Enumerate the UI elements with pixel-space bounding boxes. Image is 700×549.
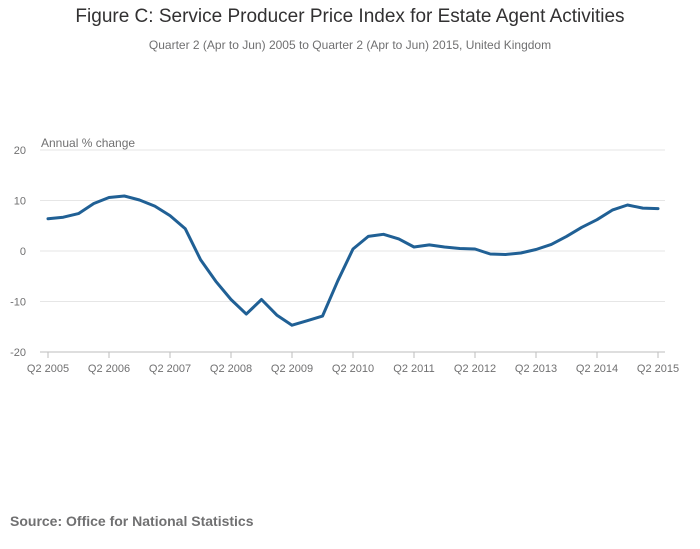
x-tick-label: Q2 2009 (271, 363, 313, 375)
x-tick-label: Q2 2008 (210, 363, 252, 375)
x-tick-label: Q2 2013 (515, 363, 557, 375)
x-tick-label: Q2 2005 (27, 363, 69, 375)
x-tick-label: Q2 2014 (576, 363, 618, 375)
x-tick-label: Q2 2015 (637, 363, 679, 375)
x-tick-label: Q2 2012 (454, 363, 496, 375)
y-tick-label: -20 (10, 347, 26, 359)
series-line (46, 194, 660, 327)
x-axis: Q2 2005 Q2 2006 Q2 2007 Q2 2008 Q2 2009 Q2 20… (27, 352, 679, 375)
y-tick-label: 0 (20, 246, 26, 258)
source-note: Source: Office for National Statistics (10, 513, 254, 529)
x-tick-label: Q2 2006 (88, 363, 130, 375)
y-tick-label: 10 (14, 196, 26, 208)
series-lines (46, 194, 660, 327)
y-axis-label: Annual % change (41, 136, 135, 150)
x-tick-label: Q2 2010 (332, 363, 374, 375)
y-axis-ticks: 20 10 0 -10 -20 (10, 145, 26, 359)
chart-subtitle: Quarter 2 (Apr to Jun) 2005 to Quarter 2… (148, 38, 552, 52)
y-tick-label: 20 (14, 145, 26, 157)
x-tick-label: Q2 2011 (393, 363, 434, 375)
y-tick-label: -10 (10, 297, 26, 309)
chart-title: Figure C: Service Producer Price Index f… (75, 6, 625, 27)
x-tick-label: Q2 2007 (149, 363, 191, 375)
